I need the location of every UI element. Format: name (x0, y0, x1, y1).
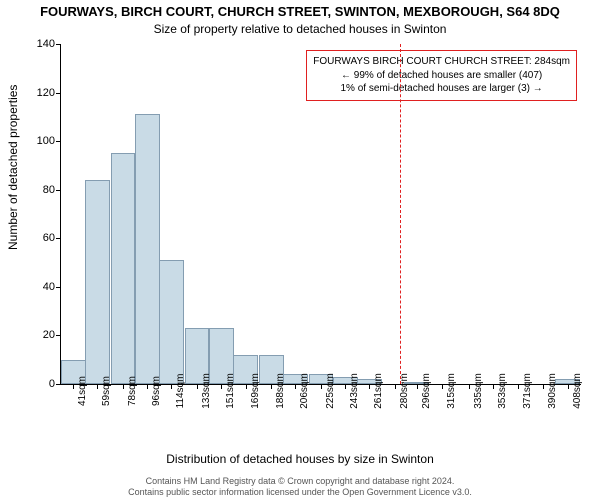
x-tick-mark (395, 384, 396, 389)
y-tick-mark (56, 384, 61, 385)
x-tick-mark (221, 384, 222, 389)
x-tick-mark (469, 384, 470, 389)
annotation-line: 1% of semi-detached houses are larger (3… (313, 82, 570, 96)
x-tick-label: 243sqm (349, 361, 360, 421)
plot-area: FOURWAYS BIRCH COURT CHURCH STREET: 284s… (60, 44, 581, 385)
x-tick-label: 261sqm (373, 361, 384, 421)
x-tick-mark (518, 384, 519, 389)
x-tick-mark (321, 384, 322, 389)
y-tick-label: 0 (23, 378, 55, 390)
x-tick-mark (493, 384, 494, 389)
histogram-bar (85, 180, 110, 384)
y-tick-mark (56, 141, 61, 142)
x-axis-label: Distribution of detached houses by size … (0, 452, 600, 466)
x-tick-label: 353sqm (497, 361, 508, 421)
y-tick-label: 80 (23, 184, 55, 196)
y-tick-mark (56, 238, 61, 239)
y-tick-label: 120 (23, 87, 55, 99)
footer-line: Contains HM Land Registry data © Crown c… (0, 476, 600, 487)
x-tick-mark (246, 384, 247, 389)
histogram-bar (111, 153, 136, 384)
histogram-bar (135, 114, 160, 384)
y-axis-label: Number of detached properties (6, 85, 20, 250)
x-tick-mark (147, 384, 148, 389)
x-tick-mark (73, 384, 74, 389)
footer-line: Contains public sector information licen… (0, 487, 600, 498)
y-tick-mark (56, 93, 61, 94)
x-tick-mark (123, 384, 124, 389)
x-tick-mark (417, 384, 418, 389)
x-tick-mark (197, 384, 198, 389)
x-tick-mark (543, 384, 544, 389)
footer-text: Contains HM Land Registry data © Crown c… (0, 476, 600, 499)
y-tick-mark (56, 190, 61, 191)
x-tick-label: 315sqm (446, 361, 457, 421)
reference-line (400, 44, 401, 384)
x-tick-mark (345, 384, 346, 389)
x-tick-label: 371sqm (522, 361, 533, 421)
x-tick-mark (442, 384, 443, 389)
y-tick-label: 100 (23, 135, 55, 147)
chart-container: FOURWAYS, BIRCH COURT, CHURCH STREET, SW… (0, 0, 600, 500)
x-tick-mark (568, 384, 569, 389)
annotation-line: FOURWAYS BIRCH COURT CHURCH STREET: 284s… (313, 55, 570, 69)
annotation-line: ← 99% of detached houses are smaller (40… (313, 69, 570, 83)
y-tick-mark (56, 287, 61, 288)
y-tick-mark (56, 44, 61, 45)
x-tick-mark (97, 384, 98, 389)
x-tick-label: 296sqm (421, 361, 432, 421)
x-tick-mark (271, 384, 272, 389)
x-tick-label: 390sqm (547, 361, 558, 421)
y-tick-label: 20 (23, 329, 55, 341)
chart-title: FOURWAYS, BIRCH COURT, CHURCH STREET, SW… (0, 4, 600, 19)
x-tick-mark (369, 384, 370, 389)
x-tick-label: 335sqm (473, 361, 484, 421)
x-tick-label: 225sqm (325, 361, 336, 421)
x-tick-label: 206sqm (299, 361, 310, 421)
x-tick-mark (171, 384, 172, 389)
y-tick-label: 140 (23, 38, 55, 50)
y-tick-label: 60 (23, 232, 55, 244)
x-tick-mark (295, 384, 296, 389)
y-tick-mark (56, 335, 61, 336)
x-tick-label: 408sqm (572, 361, 583, 421)
y-tick-label: 40 (23, 281, 55, 293)
annotation-box: FOURWAYS BIRCH COURT CHURCH STREET: 284s… (306, 50, 577, 101)
x-tick-label: 188sqm (275, 361, 286, 421)
chart-subtitle: Size of property relative to detached ho… (0, 22, 600, 36)
